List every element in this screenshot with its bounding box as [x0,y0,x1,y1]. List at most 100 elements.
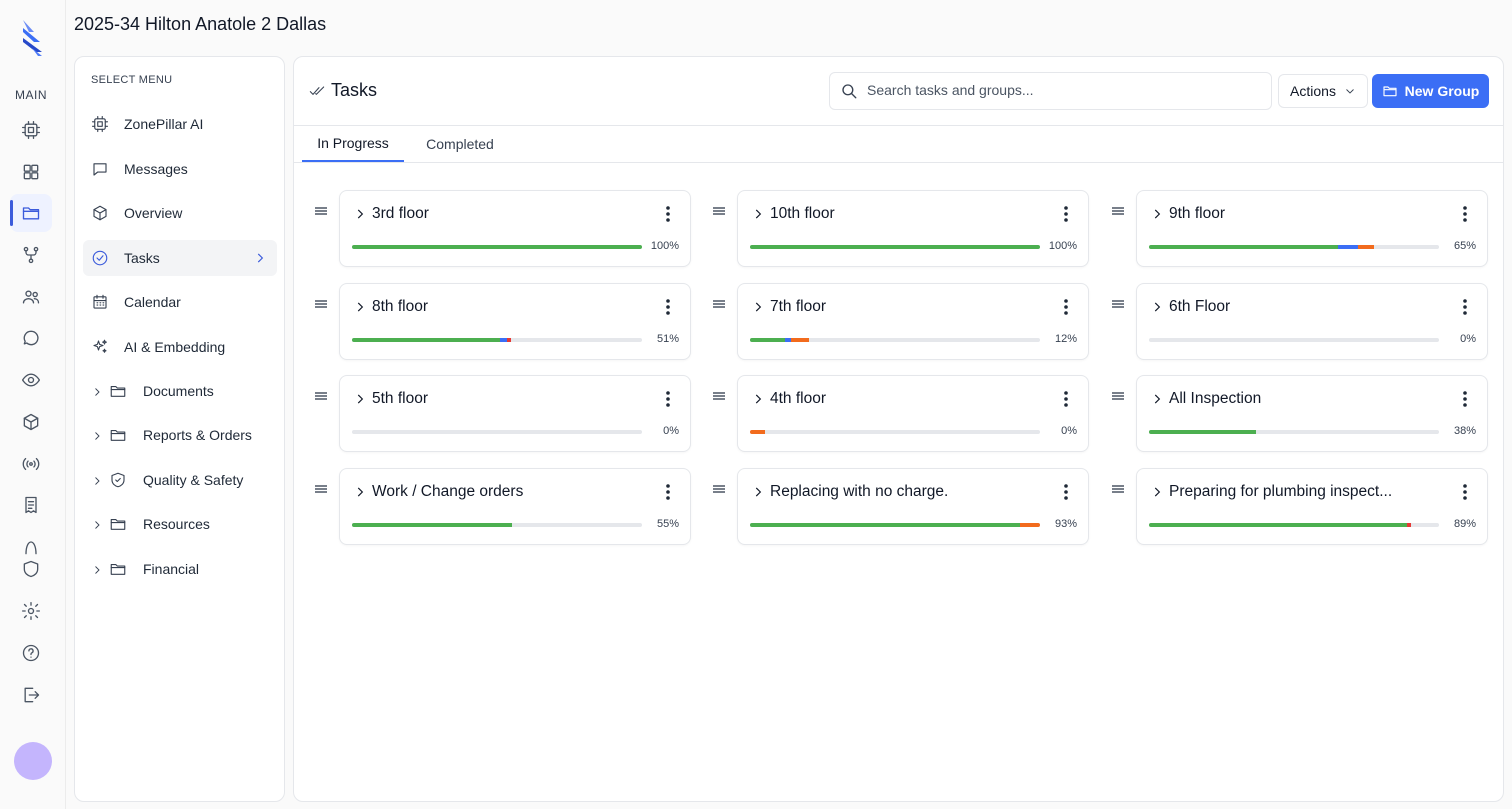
chevron-right-icon[interactable] [1150,485,1164,499]
task-group[interactable]: Work / Change orders 55% [339,468,691,545]
task-group[interactable]: Replacing with no charge. 93% [737,468,1089,545]
task-group[interactable]: 10th floor 100% [737,190,1089,267]
more-vertical-icon[interactable] [1457,389,1473,409]
more-vertical-icon[interactable] [660,389,676,409]
drag-handle-icon[interactable] [314,204,328,218]
folder-item-financial[interactable]: Financial [83,551,277,587]
more-vertical-icon[interactable] [1058,389,1074,409]
menu-item-messages[interactable]: Messages [83,151,277,187]
more-vertical-icon[interactable] [660,204,676,224]
more-vertical-icon[interactable] [660,297,676,317]
rail-logout-button[interactable] [10,676,52,714]
menu-item-zonepillar-ai[interactable]: ZonePillar AI [83,106,277,142]
chevron-right-icon[interactable] [91,385,103,397]
chevron-right-icon[interactable] [91,474,103,486]
folder-item-resources[interactable]: Resources [83,506,277,542]
chevron-right-icon[interactable] [353,485,367,499]
drag-handle-icon[interactable] [314,389,328,403]
more-vertical-icon[interactable] [1058,297,1074,317]
task-group-card: 4th floor 0% [712,375,1089,453]
rail-ai-button[interactable] [10,111,52,149]
rail-models-button[interactable] [10,403,52,441]
chevron-right-icon[interactable] [91,429,103,441]
task-group[interactable]: 7th floor 12% [737,283,1089,360]
task-group[interactable]: 8th floor 51% [339,283,691,360]
folder-item-documents[interactable]: Documents [83,373,277,409]
chevron-right-icon[interactable] [751,300,765,314]
progress-segment-green [352,245,642,249]
user-avatar[interactable] [14,742,52,780]
tab-in-progress[interactable]: In Progress [302,126,404,162]
rail-projects-button[interactable] [10,194,52,232]
folder-item-reports-orders[interactable]: Reports & Orders [83,417,277,453]
rail-view-button[interactable] [10,361,52,399]
rail-reports-button[interactable] [10,486,52,524]
drag-handle-icon[interactable] [1111,389,1125,403]
progress-bar [352,245,642,249]
chevron-right-icon[interactable] [1150,207,1164,221]
tab-completed[interactable]: Completed [426,136,494,152]
task-group[interactable]: 9th floor 65% [1136,190,1488,267]
search-input[interactable] [867,82,1257,98]
task-group[interactable]: Preparing for plumbing inspect... 89% [1136,468,1488,545]
drag-handle-icon[interactable] [712,389,726,403]
menu-item-tasks[interactable]: Tasks [83,240,277,276]
task-group-card: 7th floor 12% [712,283,1089,361]
drag-handle-icon[interactable] [712,482,726,496]
task-group[interactable]: All Inspection 38% [1136,375,1488,452]
chevron-right-icon[interactable] [1150,300,1164,314]
drag-handle-icon[interactable] [1111,204,1125,218]
menu-item-overview[interactable]: Overview [83,195,277,231]
rail-team-button[interactable] [10,278,52,316]
app-logo-icon[interactable] [18,18,48,58]
menu-item-calendar[interactable]: Calendar [83,284,277,320]
arch-icon [25,541,37,555]
folder-item-quality-safety[interactable]: Quality & Safety [83,462,277,498]
rail-security-button[interactable] [10,550,52,588]
rail-workflow-button[interactable] [10,236,52,274]
rail-chat-button[interactable] [10,319,52,357]
rail-sensors-button[interactable] [10,445,52,483]
chevron-right-icon[interactable] [353,207,367,221]
message-icon [91,160,109,178]
rail-dashboard-button[interactable] [10,153,52,191]
task-group[interactable]: 5th floor 0% [339,375,691,452]
progress-segment-green [1149,523,1408,527]
more-vertical-icon[interactable] [660,482,676,502]
drag-handle-icon[interactable] [1111,482,1125,496]
drag-handle-icon[interactable] [314,482,328,496]
drag-handle-icon[interactable] [1111,297,1125,311]
task-group-name: 4th floor [770,390,827,407]
drag-handle-icon[interactable] [712,297,726,311]
folder-icon [22,207,40,220]
actions-button[interactable]: Actions [1278,74,1368,108]
progress-segment-orange [1357,245,1374,249]
chevron-right-icon[interactable] [751,485,765,499]
drag-handle-icon[interactable] [712,204,726,218]
tasks-title: Tasks [331,80,378,100]
more-vertical-icon[interactable] [1457,482,1473,502]
chevron-right-icon[interactable] [751,392,765,406]
more-vertical-icon[interactable] [1457,204,1473,224]
chevron-right-icon[interactable] [91,518,103,530]
menu-item-ai-embedding[interactable]: AI & Embedding [83,329,277,365]
progress-bar [750,523,1040,527]
chevron-right-icon[interactable] [353,300,367,314]
rail-settings-button[interactable] [10,592,52,630]
chevron-right-icon[interactable] [1150,392,1164,406]
search-box[interactable] [829,72,1272,110]
chevron-right-icon[interactable] [751,207,765,221]
rail-signal-button[interactable] [10,528,52,566]
drag-handle-icon[interactable] [314,297,328,311]
progress-segment-green [352,523,512,527]
more-vertical-icon[interactable] [1457,297,1473,317]
rail-help-button[interactable] [10,634,52,672]
chevron-right-icon[interactable] [91,563,103,575]
task-group[interactable]: 3rd floor 100% [339,190,691,267]
new-group-button[interactable]: New Group [1372,74,1489,108]
task-group[interactable]: 6th Floor 0% [1136,283,1488,360]
task-group[interactable]: 4th floor 0% [737,375,1089,452]
more-vertical-icon[interactable] [1058,204,1074,224]
more-vertical-icon[interactable] [1058,482,1074,502]
chevron-right-icon[interactable] [353,392,367,406]
